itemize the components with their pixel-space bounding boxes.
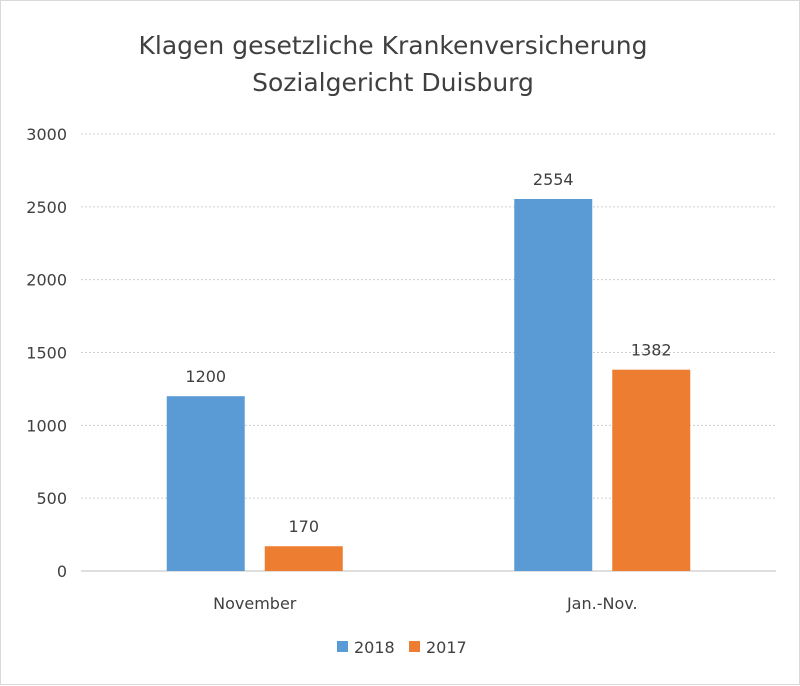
bars xyxy=(166,198,691,571)
data-labels: 1200 170 2554 1382 xyxy=(185,170,671,536)
y-tick-label: 1500 xyxy=(26,344,67,363)
y-tick-label: 500 xyxy=(36,489,67,508)
data-label: 170 xyxy=(288,517,319,536)
legend-label: 2018 xyxy=(354,638,395,657)
data-label: 2554 xyxy=(533,170,574,189)
y-tick-label: 0 xyxy=(57,562,67,581)
y-tick-label: 2000 xyxy=(26,271,67,290)
bar-2018 xyxy=(166,396,245,571)
bar-2018 xyxy=(514,198,593,571)
chart-subtitle: Sozialgericht Duisburg xyxy=(252,68,534,97)
data-label: 1200 xyxy=(185,367,226,386)
legend: 2018 2017 xyxy=(337,638,467,657)
category-label: November xyxy=(213,594,297,613)
legend-label: 2017 xyxy=(426,638,467,657)
y-tick-label: 2500 xyxy=(26,198,67,217)
bar-2017 xyxy=(612,369,691,571)
data-label: 1382 xyxy=(631,341,672,360)
chart-title: Klagen gesetzliche Krankenversicherung xyxy=(139,31,648,60)
y-tick-label: 3000 xyxy=(26,125,67,144)
x-axis-categories: November Jan.-Nov. xyxy=(213,594,637,613)
category-label: Jan.-Nov. xyxy=(566,594,638,613)
y-tick-label: 1000 xyxy=(26,416,67,435)
legend-swatch-2017 xyxy=(409,641,420,652)
bar-2017 xyxy=(264,546,343,571)
y-axis-ticks: 0 500 1000 1500 2000 2500 3000 xyxy=(26,125,67,581)
legend-swatch-2018 xyxy=(337,641,348,652)
